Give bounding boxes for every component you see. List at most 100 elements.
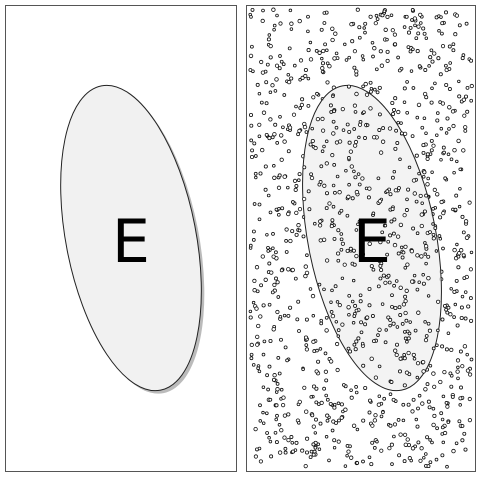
sample-point	[440, 31, 444, 36]
sample-point	[381, 273, 386, 278]
sample-point	[404, 370, 409, 375]
sample-point	[279, 428, 284, 433]
sample-point	[462, 113, 467, 118]
sample-point	[347, 182, 351, 187]
sample-point	[428, 230, 432, 234]
sample-point	[412, 191, 417, 196]
sample-point	[275, 387, 280, 392]
sample-point	[457, 251, 462, 256]
sample-point	[279, 59, 284, 64]
sample-point	[331, 119, 336, 124]
sample-point	[431, 232, 436, 237]
sample-point	[411, 47, 415, 51]
sample-point	[416, 406, 420, 411]
sample-point	[398, 313, 403, 317]
sample-point	[274, 440, 279, 445]
sample-point	[271, 246, 275, 250]
sample-point	[356, 172, 361, 176]
sample-point	[320, 61, 326, 66]
sample-point	[405, 339, 409, 344]
sample-point	[271, 377, 277, 382]
sample-point	[406, 402, 411, 407]
sample-point	[388, 233, 393, 238]
sample-point	[458, 403, 462, 407]
sample-point	[297, 399, 302, 405]
sample-point	[462, 431, 467, 436]
sample-point	[277, 450, 283, 455]
sample-point	[331, 131, 336, 136]
sample-point	[353, 139, 359, 145]
sample-point	[274, 77, 279, 82]
sample-point	[255, 289, 260, 294]
sample-point	[294, 440, 299, 445]
sample-point	[412, 357, 417, 361]
sample-point	[260, 18, 265, 24]
sample-point	[261, 421, 266, 425]
sample-point	[388, 192, 393, 197]
sample-point	[308, 142, 313, 147]
sample-point	[462, 276, 467, 280]
sample-point	[252, 202, 257, 206]
sample-point	[465, 368, 470, 373]
sample-point	[320, 149, 325, 153]
sample-point	[456, 376, 460, 381]
sample-point	[416, 24, 421, 29]
sample-point	[354, 189, 360, 195]
sample-point	[462, 344, 468, 349]
sample-point	[406, 350, 411, 356]
sample-point	[457, 79, 461, 84]
sample-point	[272, 132, 277, 137]
sample-point	[249, 154, 255, 160]
sample-point	[452, 315, 456, 319]
sample-point	[337, 139, 343, 144]
sample-point	[330, 288, 334, 293]
sample-point	[369, 356, 374, 361]
sample-point	[448, 312, 453, 317]
sample-point	[255, 334, 260, 340]
sample-point	[390, 100, 395, 106]
sample-point	[425, 435, 430, 440]
sample-point	[319, 164, 324, 169]
sample-point	[469, 318, 474, 323]
sample-point	[354, 385, 358, 389]
sample-point	[340, 241, 345, 246]
sample-point	[390, 175, 395, 180]
sample-point	[428, 152, 433, 156]
sample-point	[360, 341, 365, 346]
sample-point	[357, 219, 362, 224]
sample-point	[377, 85, 382, 90]
sample-point	[402, 383, 407, 388]
sample-point	[281, 125, 285, 130]
sample-point	[421, 26, 426, 31]
sample-point	[282, 139, 287, 144]
sample-point	[319, 400, 324, 405]
sample-point	[424, 193, 429, 198]
sample-point	[290, 449, 296, 454]
sample-point	[347, 349, 353, 354]
sample-point	[295, 317, 300, 322]
sample-point	[324, 328, 329, 333]
sample-point	[395, 342, 399, 347]
sample-point	[329, 224, 334, 229]
sample-point	[421, 143, 426, 148]
sample-point	[377, 128, 382, 132]
sample-point	[277, 66, 282, 71]
sample-point	[363, 136, 367, 140]
sample-point	[457, 204, 462, 209]
sample-point	[340, 322, 345, 327]
sample-point	[354, 228, 359, 232]
sample-point	[378, 150, 384, 155]
sample-point	[360, 176, 365, 181]
sample-point	[363, 81, 368, 87]
sample-point	[439, 199, 444, 205]
sample-point	[396, 251, 401, 256]
sample-point	[375, 90, 380, 95]
sample-point	[298, 78, 302, 82]
sample-point	[286, 79, 292, 85]
sample-point	[454, 441, 459, 446]
sample-point	[371, 339, 376, 344]
sample-point	[324, 393, 328, 398]
sample-point	[266, 249, 270, 253]
sample-point	[306, 189, 311, 194]
sample-point	[253, 454, 258, 459]
